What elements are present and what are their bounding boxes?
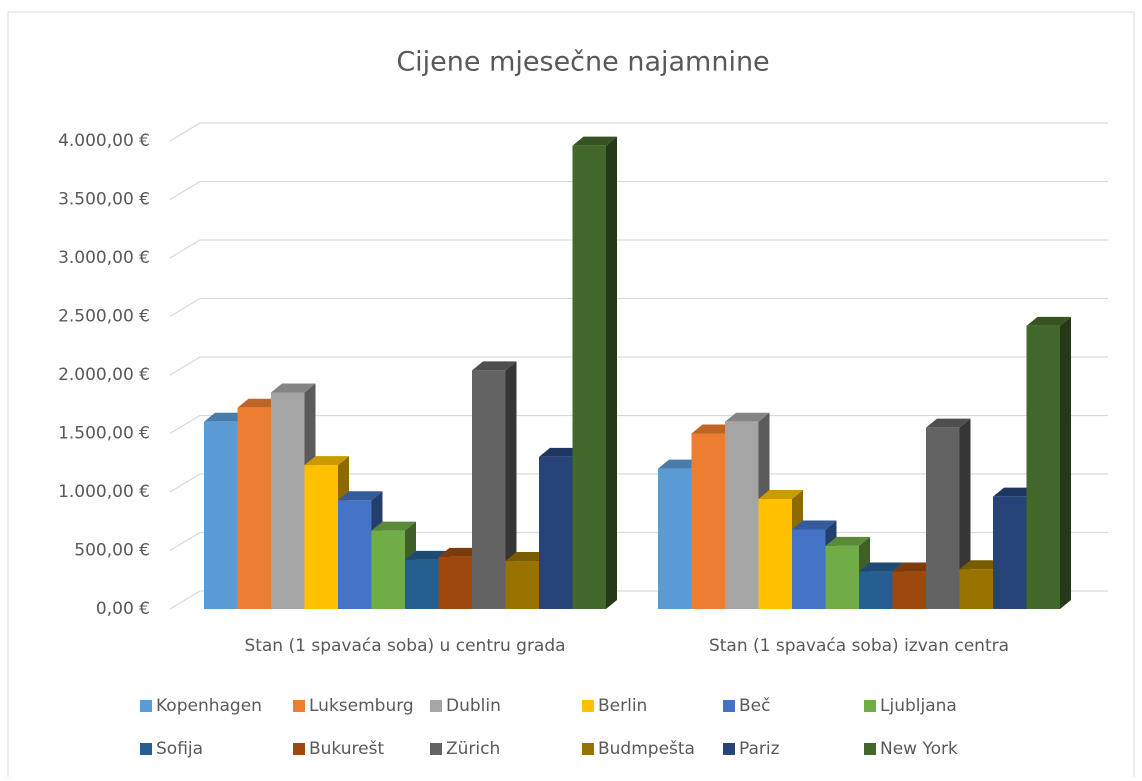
y-tick-label: 3.000,00 €: [58, 248, 150, 268]
legend-label: Ljubljana: [880, 696, 957, 716]
bar: [691, 433, 725, 609]
legend-swatch: [582, 743, 594, 755]
bar: [271, 392, 305, 609]
bar-top: [539, 447, 584, 457]
bar: [572, 145, 606, 609]
y-tick-label: 500,00 €: [74, 541, 150, 561]
legend-label: Sofija: [156, 739, 203, 759]
chart-title: Cijene mjesečne najamnine: [396, 47, 769, 78]
bar-top: [1026, 316, 1071, 326]
bar: [959, 569, 993, 609]
bar-top: [505, 552, 550, 562]
bar-top: [271, 383, 316, 393]
bar-top: [792, 520, 837, 530]
bar-top: [892, 562, 937, 572]
bar: [758, 499, 792, 609]
bar-top: [405, 550, 450, 560]
grid-line: [169, 414, 1108, 435]
y-tick-label: 1.500,00 €: [58, 424, 150, 444]
legend-label: Dublin: [446, 696, 501, 716]
legend-swatch: [723, 700, 735, 712]
bar: [859, 571, 893, 609]
grid-line: [169, 122, 1108, 142]
legend-label: Budmpešta: [598, 739, 695, 759]
legend-swatch: [293, 743, 305, 755]
legend-swatch: [864, 743, 876, 755]
bar: [304, 465, 338, 609]
bar-top: [658, 459, 703, 469]
bar-top: [725, 412, 770, 422]
bar-side: [959, 418, 971, 609]
legend-label: Bukurešt: [309, 739, 384, 759]
bar-top: [371, 521, 416, 531]
legend-label: New York: [880, 739, 958, 759]
bar: [539, 456, 573, 609]
y-tick-label: 2.000,00 €: [58, 365, 150, 385]
bar-top: [825, 536, 870, 546]
legend-label: Zürich: [446, 739, 500, 759]
y-tick-label: 0,00 €: [96, 599, 150, 619]
bar: [338, 500, 372, 609]
bar: [993, 496, 1027, 609]
bar: [505, 561, 539, 609]
legend-swatch: [723, 743, 735, 755]
y-tick-label: 1.000,00 €: [58, 482, 150, 502]
bar-top: [204, 412, 249, 422]
bar-side: [1060, 316, 1071, 609]
bar-top: [859, 562, 904, 572]
legend-label: Pariz: [739, 739, 780, 759]
bar: [405, 559, 439, 609]
bar: [472, 370, 506, 609]
bar-top: [472, 361, 517, 371]
bar-side: [606, 136, 617, 609]
bar: [658, 468, 692, 609]
grid-line: [169, 239, 1108, 259]
grid-line: [169, 297, 1108, 318]
chart-border: [7, 11, 1135, 781]
bar-top: [237, 398, 282, 408]
bar: [792, 529, 826, 609]
bar-top: [304, 456, 349, 466]
bar-top: [691, 424, 736, 434]
legend-label: Berlin: [598, 696, 647, 716]
legend-swatch: [582, 700, 594, 712]
legend-swatch: [430, 700, 442, 712]
y-tick-label: 4.000,00 €: [58, 131, 150, 151]
bar-top: [338, 491, 383, 501]
bar: [371, 530, 405, 609]
bar-top: [438, 547, 483, 557]
x-tick-label: Stan (1 spavaća soba) izvan centra: [709, 636, 1009, 656]
bar-top: [926, 418, 971, 428]
y-tick-label: 3.500,00 €: [58, 190, 150, 210]
bar: [1026, 325, 1060, 609]
y-tick-label: 2.500,00 €: [58, 307, 150, 327]
bar: [892, 571, 926, 609]
legend-swatch: [293, 700, 305, 712]
bar: [825, 545, 859, 609]
legend-swatch: [140, 743, 152, 755]
bar: [725, 421, 759, 609]
bar: [204, 421, 238, 609]
grid-line: [169, 180, 1108, 201]
legend-swatch: [864, 700, 876, 712]
legend-label: Kopenhagen: [156, 696, 262, 716]
legend-swatch: [140, 700, 152, 712]
bar: [926, 427, 960, 609]
legend-swatch: [430, 743, 442, 755]
bar-top: [959, 560, 1004, 570]
grid-line: [169, 356, 1108, 376]
bar: [438, 556, 472, 609]
bar-top: [572, 136, 617, 146]
x-tick-label: Stan (1 spavaća soba) u centru grada: [244, 636, 565, 656]
legend-label: Beč: [739, 696, 770, 716]
legend-label: Luksemburg: [309, 696, 414, 716]
bar: [237, 407, 271, 609]
bar-side: [505, 361, 517, 609]
bar-top: [993, 487, 1038, 497]
grid-line: [169, 473, 1108, 493]
bar-top: [758, 490, 803, 500]
